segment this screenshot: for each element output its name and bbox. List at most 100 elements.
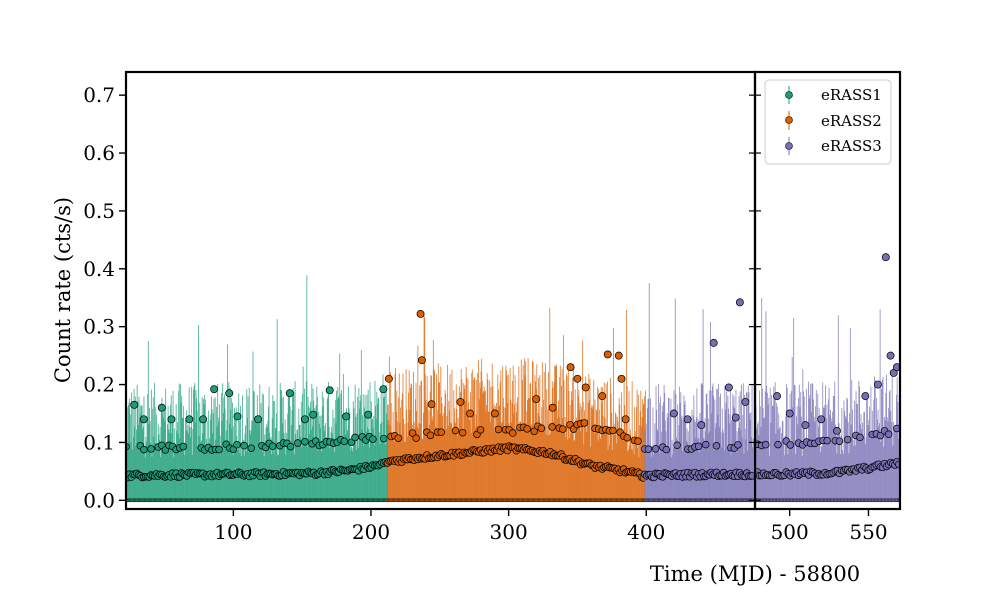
data-point-erass1 xyxy=(179,442,188,451)
legend-frame xyxy=(764,79,892,165)
data-point-erass3 xyxy=(774,440,782,449)
y-tick-label: 0.7 xyxy=(83,83,115,107)
legend-label-erass3: eRASS3 xyxy=(821,137,882,155)
y-tick-label: 0.1 xyxy=(83,430,115,454)
data-point-erass1 xyxy=(147,445,155,453)
outlier-point-erass2 xyxy=(621,415,630,424)
outlier-point-erass3 xyxy=(801,421,810,430)
data-point-erass2 xyxy=(394,434,402,442)
data-point-erass2 xyxy=(494,425,503,434)
data-point-erass2 xyxy=(523,425,531,433)
data-point-erass2 xyxy=(412,434,420,442)
data-point-erass2 xyxy=(426,431,435,440)
data-point-erass2 xyxy=(634,437,642,445)
outlier-point-erass3 xyxy=(861,392,870,401)
data-point-erass2 xyxy=(451,426,460,435)
data-point-erass1 xyxy=(351,433,359,442)
data-point-erass1 xyxy=(215,445,223,454)
data-point-erass3 xyxy=(835,437,844,445)
axes-layer: 0.0 0.1 0.2 0.3 0.4 0.5 0.6 0.7 100 200 300 400 500 5… xyxy=(83,70,902,544)
data-point-erass2 xyxy=(609,426,617,435)
data-point-erass3 xyxy=(673,441,681,449)
legend-label-erass1: eRASS1 xyxy=(821,86,882,104)
data-point-erass3 xyxy=(712,442,721,450)
outlier-point-erass1 xyxy=(285,389,294,398)
data-point-erass3 xyxy=(895,460,900,469)
outlier-point-erass3 xyxy=(881,253,890,262)
outlier-point-erass1 xyxy=(157,403,166,412)
data-point-erass2 xyxy=(537,424,546,433)
outlier-point-erass3 xyxy=(785,409,794,418)
data-point-erass3 xyxy=(748,472,755,480)
outlier-point-erass1 xyxy=(199,415,208,424)
y-axis-label: Count rate (cts/s) xyxy=(51,197,75,383)
x-axis-label: Time (MJD) - 58800 xyxy=(650,562,860,586)
data-point-erass2 xyxy=(437,428,445,436)
outlier-point-erass3 xyxy=(833,426,841,435)
outlier-point-erass1 xyxy=(225,389,234,398)
panel-2 xyxy=(755,253,900,503)
x-tick-label: 400 xyxy=(627,520,665,544)
outlier-point-erass2 xyxy=(384,374,393,383)
data-point-erass3 xyxy=(876,431,885,440)
outlier-point-erass1 xyxy=(167,415,176,424)
outlier-point-erass1 xyxy=(379,385,388,394)
outlier-point-erass3 xyxy=(773,392,782,401)
outlier-point-erass2 xyxy=(417,356,426,365)
data-point-erass2 xyxy=(548,423,556,431)
data-point-erass2 xyxy=(458,428,467,437)
y-tick-label: 0.0 xyxy=(83,488,115,512)
data-point-erass1 xyxy=(286,442,295,451)
data-point-erass3 xyxy=(856,433,864,442)
outlier-point-erass2 xyxy=(548,403,557,412)
legend-entry-erass3: eRASS3 xyxy=(785,137,882,155)
data-point-erass2 xyxy=(408,429,417,437)
data-point-erass2 xyxy=(476,426,485,434)
outlier-point-erass3 xyxy=(697,421,706,430)
data-point-erass3 xyxy=(884,430,893,438)
x-tick-label: 200 xyxy=(352,520,390,544)
legend-marker-erass2 xyxy=(785,116,793,124)
legend-label-erass2: eRASS2 xyxy=(821,112,882,130)
data-point-erass3 xyxy=(651,445,660,453)
x-tick-label: 500 xyxy=(771,520,809,544)
data-point-erass3 xyxy=(701,440,710,449)
data-point-erass1 xyxy=(340,437,349,446)
outlier-point-erass1 xyxy=(342,412,351,421)
outlier-point-erass3 xyxy=(709,338,718,347)
data-point-erass1 xyxy=(140,445,148,454)
data-point-erass3 xyxy=(694,442,703,451)
outlier-point-erass1 xyxy=(309,410,318,419)
outlier-point-erass2 xyxy=(416,309,425,318)
data-point-erass2 xyxy=(623,433,632,442)
outlier-point-erass1 xyxy=(325,386,334,395)
data-point-erass2 xyxy=(559,425,567,433)
outlier-point-erass1 xyxy=(210,385,219,394)
outlier-point-erass2 xyxy=(466,409,475,418)
legend: eRASS1 eRASS2 eRASS3 xyxy=(764,79,892,165)
y-tick-label: 0.4 xyxy=(83,257,115,281)
outlier-point-erass2 xyxy=(573,374,582,383)
outlier-point-erass3 xyxy=(886,351,895,360)
plot-layer xyxy=(126,253,900,503)
outlier-point-erass1 xyxy=(185,415,194,424)
x-tick-label: 300 xyxy=(490,520,528,544)
outlier-point-erass3 xyxy=(735,298,744,307)
outlier-point-erass3 xyxy=(683,415,692,424)
outlier-point-erass1 xyxy=(130,400,139,409)
data-point-erass1 xyxy=(294,439,302,447)
data-point-erass1 xyxy=(268,442,277,450)
outlier-point-erass2 xyxy=(427,400,436,409)
data-point-erass1 xyxy=(301,437,309,446)
outlier-point-erass3 xyxy=(724,383,733,392)
outlier-point-erass1 xyxy=(233,412,242,421)
outlier-point-erass2 xyxy=(456,397,465,406)
data-point-erass2 xyxy=(509,429,517,437)
outlier-point-erass1 xyxy=(364,410,373,419)
panel-1 xyxy=(126,275,755,503)
outlier-point-erass3 xyxy=(817,415,826,424)
data-point-erass1 xyxy=(379,434,388,443)
data-point-erass1 xyxy=(233,440,241,449)
y-tick-label: 0.2 xyxy=(83,373,115,397)
